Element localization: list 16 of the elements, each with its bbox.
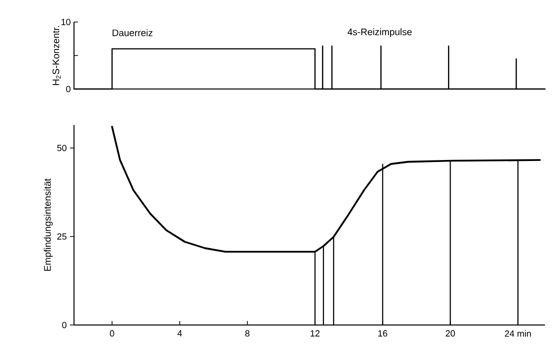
y-tick-label: 25	[57, 233, 66, 240]
annotation: 4s-Reizimpulse	[348, 28, 412, 38]
y-tick-label: 0	[62, 322, 66, 328]
x-tick-label: 4	[177, 330, 182, 336]
x-tick-label: 8	[245, 330, 250, 337]
y-tick-label: 50	[57, 144, 66, 152]
y-tick-label: 0	[66, 86, 70, 92]
x-tick-label: 20	[446, 330, 455, 337]
y-tick-label: 10	[62, 18, 70, 26]
y-axis-title: H$_{2}$S-Konzentr.	[52, 26, 61, 85]
x-tick-label: 0	[110, 330, 114, 337]
x-tick-label: 12	[310, 330, 320, 336]
x-tick-label: 16	[378, 330, 388, 337]
y-axis-title: Empfindungsintensität	[44, 178, 53, 271]
x-tick-label: 24 min	[504, 330, 531, 337]
annotation: Dauerreiz	[112, 29, 152, 36]
